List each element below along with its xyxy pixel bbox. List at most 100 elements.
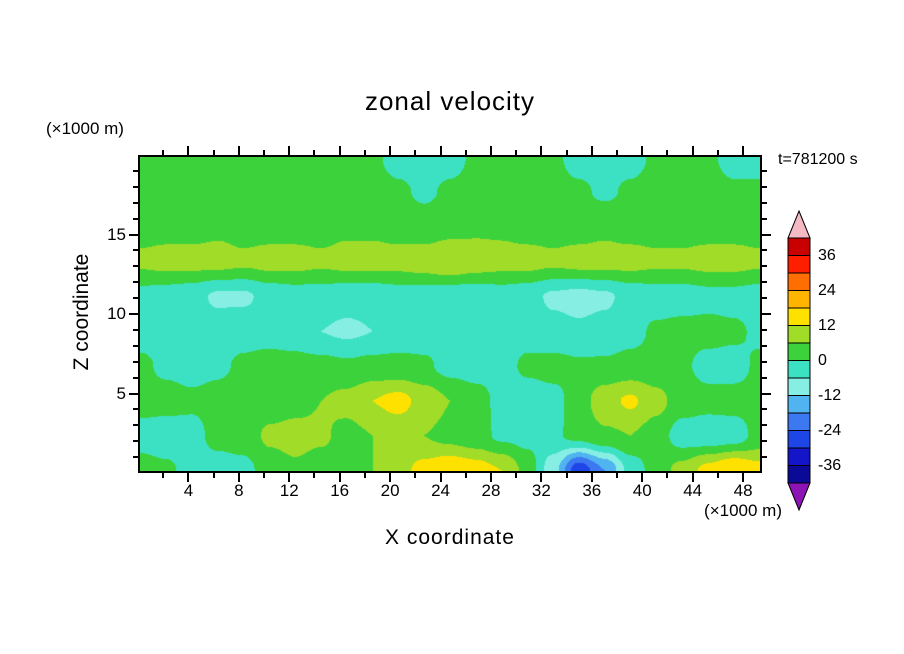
- x-tick: [439, 473, 442, 482]
- x-tick: [389, 473, 392, 482]
- contour-field-canvas: [140, 157, 760, 471]
- colorbar-tick-label: 12: [818, 316, 836, 334]
- z-tick: [133, 408, 138, 411]
- z-tick: [129, 313, 138, 315]
- colorbar-segment: [787, 325, 811, 344]
- x-tick: [616, 150, 619, 155]
- x-tick-label: 24: [431, 481, 450, 500]
- z-tick: [133, 328, 138, 331]
- z-tick-label: 15: [107, 224, 126, 244]
- x-tick: [338, 146, 341, 155]
- z-tick: [762, 297, 767, 300]
- colorbar-tick-label: 36: [818, 246, 836, 264]
- x-tick-label: 8: [234, 481, 244, 500]
- z-tick: [133, 424, 138, 427]
- x-tick: [641, 146, 644, 155]
- x-tick-label: 4: [183, 481, 194, 500]
- z-tick: [762, 392, 771, 395]
- x-tick-label: 36: [582, 481, 602, 500]
- x-tick: [414, 473, 417, 478]
- x-tick: [666, 150, 669, 155]
- x-tick-label: 44: [683, 481, 703, 500]
- x-tick: [162, 150, 165, 155]
- x-tick: [363, 473, 366, 478]
- colorbar-segment: [787, 447, 811, 466]
- x-tick: [691, 146, 694, 155]
- x-axis-title: X coordinate: [385, 526, 515, 549]
- x-tick: [515, 473, 518, 478]
- x-tick: [237, 146, 240, 155]
- x-tick: [716, 473, 719, 478]
- x-tick: [616, 473, 619, 478]
- z-tick: [133, 201, 138, 204]
- z-tick: [762, 424, 767, 427]
- z-tick: [762, 328, 767, 331]
- x-tick: [489, 473, 492, 482]
- x-tick: [716, 150, 719, 155]
- z-tick: [762, 456, 767, 459]
- x-tick: [565, 473, 568, 478]
- z-tick: [762, 344, 767, 347]
- colorbar-segment: [787, 307, 811, 326]
- x-tick: [515, 150, 518, 155]
- z-tick: [762, 440, 767, 443]
- z-tick: [762, 249, 767, 252]
- x-tick: [389, 146, 392, 155]
- colorbar-segment: [787, 237, 811, 256]
- x-tick: [540, 146, 543, 155]
- y-axis-unit-label: (×1000 m): [46, 119, 124, 138]
- x-tick: [489, 146, 492, 155]
- x-tick-label: 20: [380, 481, 400, 500]
- z-tick: [762, 185, 767, 188]
- colorbar-segment: [787, 255, 811, 274]
- x-tick: [338, 473, 341, 482]
- x-tick: [288, 473, 291, 482]
- x-tick: [464, 473, 467, 478]
- colorbar-segment: [787, 395, 811, 414]
- z-tick: [133, 185, 138, 188]
- z-tick: [133, 344, 138, 347]
- z-tick: [762, 201, 767, 204]
- x-tick: [212, 473, 215, 478]
- colorbar-svg: [787, 209, 811, 512]
- x-tick-label: 32: [531, 481, 551, 500]
- z-tick: [133, 249, 138, 252]
- x-tick: [187, 473, 190, 482]
- colorbar-tick-label: -36: [818, 456, 842, 474]
- colorbar-below-arrow: [787, 482, 811, 512]
- z-tick: [762, 169, 767, 172]
- z-tick-label: 5: [116, 383, 126, 403]
- plot-area: [138, 155, 762, 473]
- colorbar-segment: [787, 360, 811, 379]
- z-tick: [133, 265, 138, 268]
- z-tick: [762, 376, 767, 379]
- x-tick: [363, 150, 366, 155]
- x-tick: [641, 473, 644, 482]
- x-tick: [288, 146, 291, 155]
- x-tick: [540, 473, 543, 482]
- z-tick: [129, 392, 138, 395]
- colorbar-segment: [787, 465, 811, 484]
- x-tick: [590, 473, 593, 482]
- x-tick: [263, 150, 266, 155]
- x-tick: [666, 473, 669, 478]
- colorbar-tick-label: -24: [818, 421, 842, 439]
- x-tick: [742, 473, 745, 482]
- x-tick: [313, 150, 316, 155]
- x-tick: [691, 473, 694, 482]
- colorbar-tick-label: 0: [818, 351, 827, 369]
- z-tick: [133, 169, 138, 172]
- x-tick: [414, 150, 417, 155]
- colorbar-above-arrow: [787, 209, 811, 239]
- time-annotation: t=781200 s: [778, 151, 858, 168]
- x-tick: [590, 146, 593, 155]
- colorbar-segment: [787, 412, 811, 431]
- z-tick: [133, 297, 138, 300]
- colorbar-segment: [787, 272, 811, 291]
- x-tick-label: 16: [330, 481, 350, 500]
- z-tick: [762, 217, 767, 220]
- z-tick: [133, 456, 138, 459]
- z-tick: [762, 233, 771, 236]
- z-tick: [762, 313, 771, 315]
